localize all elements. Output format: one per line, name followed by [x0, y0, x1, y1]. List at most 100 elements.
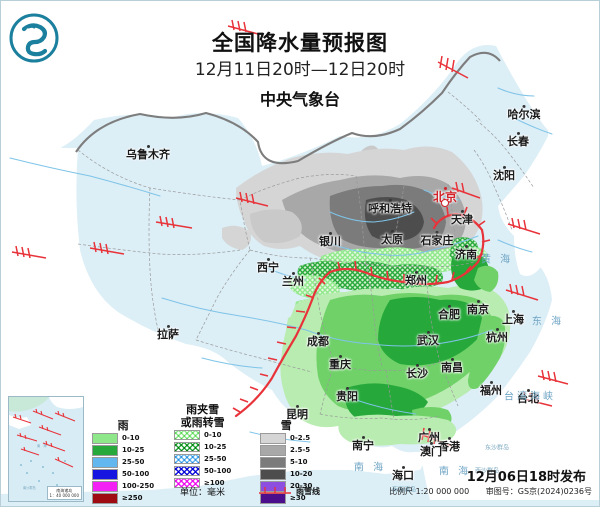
city-label-合肥: 合肥: [438, 305, 460, 320]
front-symbols: [11, 19, 569, 447]
legend-header-line: 雪: [280, 419, 292, 432]
city-marker-dot: [502, 166, 506, 169]
city-label-南昌: 南昌: [441, 358, 463, 373]
legend-label: 50-100: [204, 467, 232, 476]
city-marker-dot: [426, 331, 430, 334]
legend-label: 5-10: [290, 458, 308, 467]
city-marker-dot: [295, 405, 299, 408]
city-label-南宁: 南宁: [352, 436, 374, 451]
legend-label: 25-50: [204, 455, 227, 464]
legend-item: 0-2.5: [260, 433, 312, 445]
legend-item: 5-10: [260, 457, 312, 469]
city-label-长沙: 长沙: [406, 364, 428, 379]
city-label-杭州: 杭州: [486, 328, 508, 343]
city-marker-dot: [401, 466, 405, 469]
city-marker-dot: [345, 387, 349, 390]
city-label-武汉: 武汉: [417, 331, 439, 346]
city-label-石家庄: 石家庄: [421, 231, 454, 246]
legend-item: 0-10: [174, 429, 231, 441]
island-label: 南海诸岛: [391, 486, 417, 494]
city-label-西宁: 西宁: [257, 258, 279, 273]
page-title: 全国降水量预报图: [212, 31, 388, 55]
city-label-哈尔滨: 哈尔滨: [508, 105, 541, 120]
city-label-重庆: 重庆: [329, 355, 351, 370]
legend-rain-snow-line: 雨雪线: [258, 485, 320, 497]
legend-swatch: [260, 481, 286, 492]
precip-rain-areas: [280, 254, 511, 446]
city-marker-dot: [388, 199, 392, 202]
map-number: 审图号：GS京(2024)0236号: [485, 487, 592, 496]
island-label: 东沙群岛: [484, 444, 510, 452]
inset-scale-line-1: 南海诸岛: [56, 488, 73, 493]
city-label-银川: 银川: [319, 232, 341, 247]
city-label-澳门: 澳门: [420, 442, 442, 457]
cma-logo: [8, 12, 60, 64]
city-label-乌鲁木齐: 乌鲁木齐: [126, 145, 170, 160]
city-marker-dot: [443, 187, 447, 190]
legend-item: 10-25: [92, 445, 154, 457]
city-label-香港: 香港: [438, 437, 460, 452]
legend-label: 20-30: [290, 482, 313, 491]
sea-label: 黄 海: [480, 254, 514, 266]
legend-swatch: [92, 493, 118, 504]
issuing-org: 中央气象台: [259, 89, 340, 109]
legend-swatch: [92, 433, 118, 444]
legend-item: 50-100: [92, 469, 154, 481]
city-label-上海: 上海: [502, 310, 524, 325]
city-label-呼和浩特: 呼和浩特: [368, 199, 412, 214]
city-label-海口: 海口: [392, 466, 414, 481]
south-china-sea-inset: 南 海 南沙群岛 南海诸岛 1：40 000 000: [8, 396, 84, 502]
legend-column-rain: 雨 0-10 10-25 25-50 50-100 100-250 ≥250: [92, 419, 154, 505]
legend-swatch: [174, 465, 200, 477]
city-marker-dot: [489, 381, 493, 384]
legend-header-line: 雨夹雪: [186, 403, 220, 416]
city-label-长春: 长春: [507, 132, 529, 147]
legend-items-snow: 0-2.5 2.5-5 5-10 10-20 20-30 ≥30: [260, 433, 312, 505]
legend-label: ≥100: [204, 479, 225, 488]
legend-swatch: [260, 433, 286, 444]
city-marker-dot: [447, 437, 451, 440]
legend-swatch: [92, 469, 118, 480]
legend-items-sleet: 0-10 10-25 25-50 50-100 ≥100: [174, 429, 231, 489]
city-marker-dot: [316, 332, 320, 335]
city-marker-dot: [390, 230, 394, 233]
legend-header-rain: 雨: [92, 419, 154, 433]
legend-item: 25-50: [92, 457, 154, 469]
legend-item: 0-10: [92, 433, 154, 445]
city-marker-dot: [450, 358, 454, 361]
city-label-昆明: 昆明: [286, 405, 308, 420]
legend-header-snow: 雪: [260, 419, 312, 433]
city-label-贵阳: 贵阳: [336, 387, 358, 402]
city-label-成都: 成都: [307, 332, 329, 347]
legend-swatch: [174, 477, 200, 489]
precip-snow-areas: [222, 145, 483, 267]
city-label-台北: 台北: [517, 389, 539, 404]
legend-item: 10-20: [260, 469, 312, 481]
legend-swatch: [260, 457, 286, 468]
legend-item: 10-25: [174, 441, 231, 453]
city-marker-dot: [146, 145, 150, 148]
legend-label: 25-50: [122, 458, 145, 467]
legend-label: 0-10: [122, 434, 140, 443]
legend-item: 50-100: [174, 465, 231, 477]
city-marker-dot: [429, 442, 433, 445]
city-label-拉萨: 拉萨: [157, 325, 179, 340]
city-marker-dot: [328, 232, 332, 235]
inset-scale-line-2: 1：40 000 000: [49, 493, 79, 498]
legend-label: 10-25: [122, 446, 145, 455]
city-marker-dot: [291, 272, 295, 275]
island-label: 西沙群岛: [474, 467, 500, 475]
city-marker-dot: [435, 231, 439, 234]
sea-label: 南 海: [353, 462, 387, 474]
svg-text:南 海: 南 海: [37, 443, 47, 448]
legend-label: 10-20: [290, 470, 313, 479]
city-marker-dot: [414, 271, 418, 274]
city-label-北京: 北京: [433, 187, 457, 203]
legend-items-rain: 0-10 10-25 25-50 50-100 100-250 ≥250: [92, 433, 154, 505]
rain-snow-line-icon: [259, 487, 291, 494]
city-marker-dot: [511, 310, 515, 313]
rivers: [9, 87, 553, 443]
legend-label: 0-2.5: [290, 434, 311, 443]
legend-swatch: [92, 481, 118, 492]
city-marker-dot: [166, 325, 170, 328]
